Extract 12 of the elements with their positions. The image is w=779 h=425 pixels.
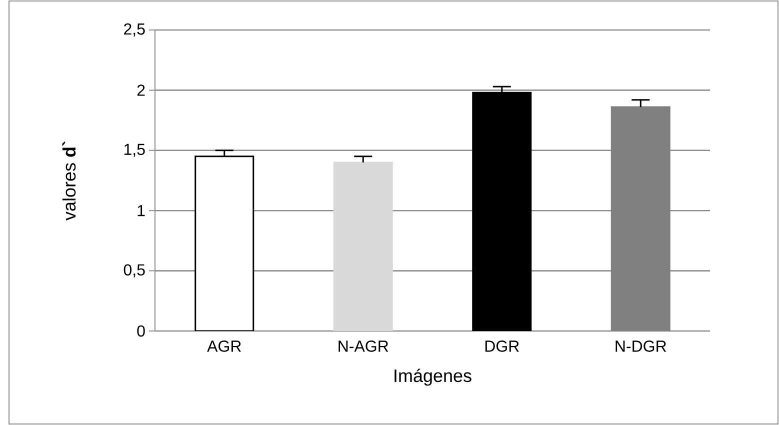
x-tick-label: N-DGR xyxy=(616,340,666,352)
x-tick-label: AGR xyxy=(207,340,241,352)
y-tick-label: 0,5 xyxy=(124,264,145,278)
x-tick-label: DGR xyxy=(485,340,519,352)
y-tick-label: 2,5 xyxy=(124,23,145,37)
y-tick-label: 0 xyxy=(137,325,145,337)
y-tick-label: 1,5 xyxy=(124,144,145,157)
y-axis-title: valores d` xyxy=(62,141,76,220)
y-tick-label: 2 xyxy=(137,84,145,96)
x-axis-title: Imágenes xyxy=(394,368,472,386)
x-tick-label: N-AGR xyxy=(338,340,388,352)
y-tick-label: 1 xyxy=(138,205,145,216)
